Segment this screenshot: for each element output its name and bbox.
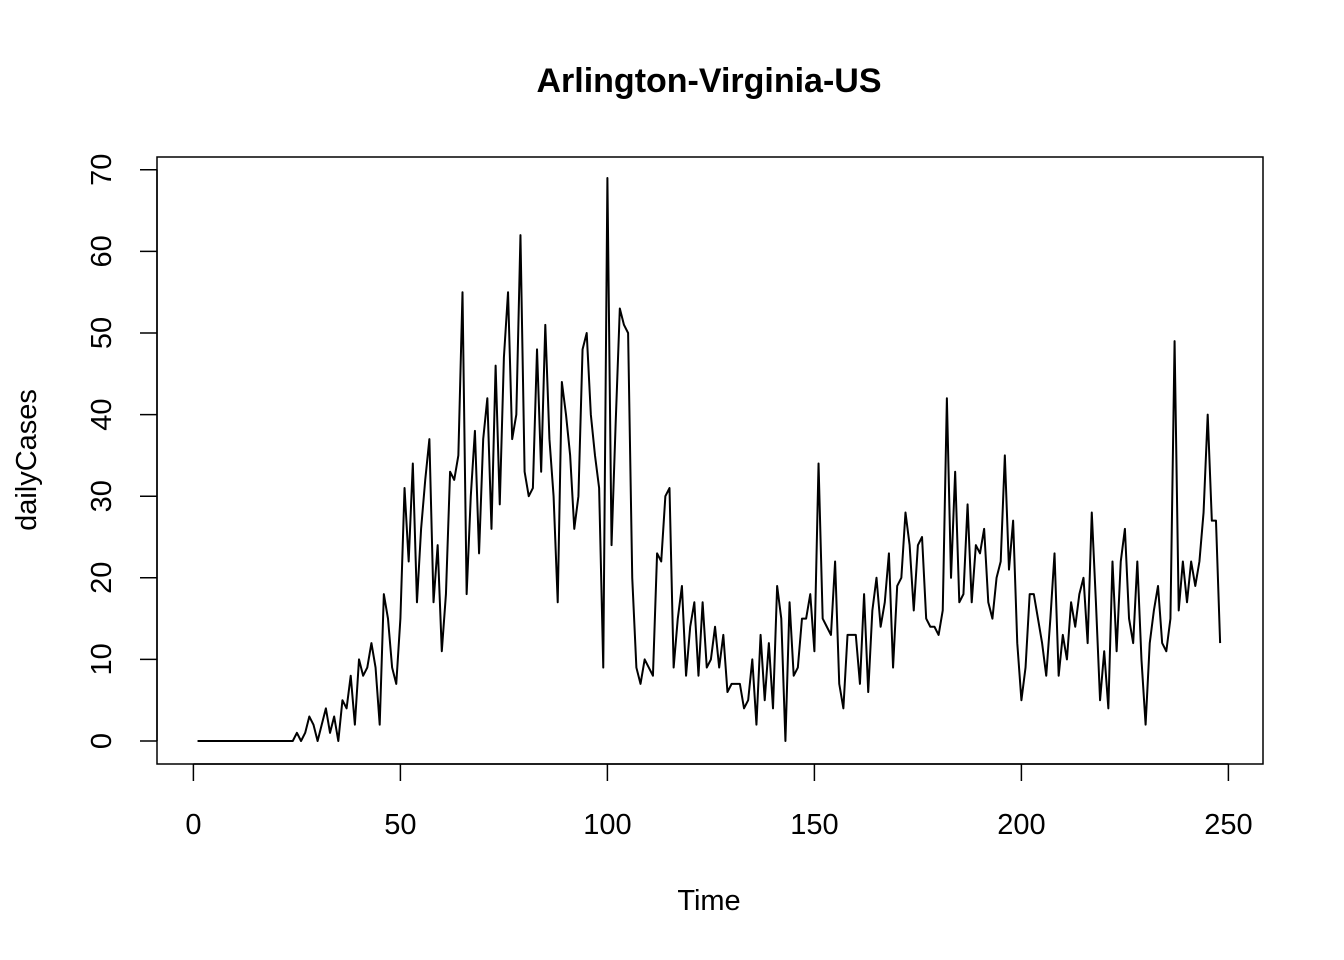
x-tick-label: 100 (583, 809, 631, 841)
y-axis-label: dailyCases (11, 389, 43, 531)
x-tick-label: 150 (790, 809, 838, 841)
series-line-1 (197, 176, 1222, 742)
series-group (197, 176, 1222, 742)
y-tick-label: 40 (86, 398, 118, 430)
x-tick-label: 250 (1204, 809, 1252, 841)
y-tick-label: 30 (86, 480, 118, 512)
y-tick-label: 20 (86, 562, 118, 594)
y-tick-label: 60 (86, 235, 118, 267)
y-axis: 0 10 20 30 40 50 60 70 (86, 154, 158, 749)
x-tick-label: 200 (997, 809, 1045, 841)
y-tick-label: 70 (86, 154, 118, 186)
plot-frame (156, 156, 1264, 765)
x-tick-label: 0 (185, 809, 201, 841)
y-tick-label: 50 (86, 317, 118, 349)
y-tick-label: 10 (86, 643, 118, 675)
y-tick-label: 0 (86, 733, 118, 749)
x-axis-label: Time (677, 885, 740, 917)
x-tick-label: 50 (384, 809, 416, 841)
chart-title: Arlington-Virginia-US (536, 62, 881, 100)
x-axis: 0 50 100 150 200 250 (185, 763, 1253, 841)
